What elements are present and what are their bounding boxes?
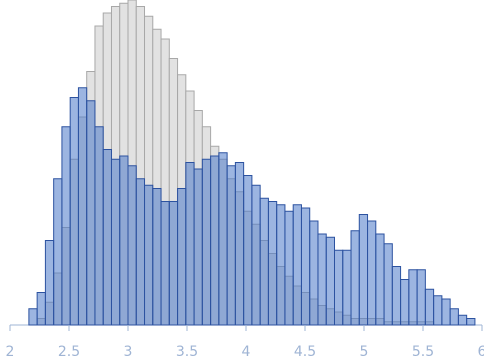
- histogram-bar: [61, 126, 71, 326]
- histogram-bar: [119, 155, 129, 326]
- histogram-bar: [350, 230, 360, 326]
- x-tick-label: 4: [242, 344, 251, 360]
- x-tick-label: 2: [6, 344, 15, 360]
- histogram-bar: [441, 298, 451, 326]
- histogram-bar: [251, 184, 261, 326]
- histogram-bar: [185, 162, 195, 326]
- histogram-bar: [375, 233, 385, 326]
- histogram-bar: [36, 292, 46, 326]
- histogram-bar: [152, 188, 162, 326]
- histogram-bar: [416, 269, 426, 326]
- histogram-bar: [342, 249, 352, 326]
- histogram-bar: [201, 158, 212, 326]
- histogram-bar: [44, 240, 55, 326]
- histogram-bar: [267, 201, 278, 326]
- x-tick-label: 5.5: [412, 344, 434, 360]
- x-tick-label: 6: [478, 344, 484, 360]
- histogram-bar: [160, 201, 170, 326]
- histogram-bar: [110, 158, 121, 326]
- histogram-bar: [400, 279, 410, 326]
- histogram-bar: [127, 165, 137, 326]
- histogram-bar: [210, 155, 220, 326]
- histogram-bar: [69, 97, 79, 326]
- histogram-bar: [177, 188, 187, 326]
- histogram-bar: [243, 175, 253, 326]
- histogram-bar: [226, 165, 236, 326]
- histogram-bar: [367, 220, 377, 326]
- histogram-bar: [300, 207, 311, 326]
- histogram-bar: [466, 318, 476, 326]
- histogram-bar: [86, 100, 96, 326]
- histogram-bar: [77, 87, 88, 326]
- histogram-bar: [309, 220, 319, 326]
- histogram-bar: [408, 269, 418, 326]
- histogram-bar: [53, 178, 63, 326]
- x-tick-label: 3.5: [176, 344, 198, 360]
- histogram-bar: [383, 243, 393, 326]
- histogram-bar: [433, 295, 443, 326]
- histogram-bar: [218, 152, 228, 326]
- histogram-bar: [317, 233, 327, 326]
- histogram-bar: [259, 197, 269, 326]
- histogram-bar: [234, 162, 245, 326]
- histogram-bar: [135, 178, 146, 326]
- histogram-bar: [457, 314, 468, 326]
- histogram-bar: [28, 308, 38, 326]
- histogram-bar: [358, 214, 369, 326]
- histogram-bar: [334, 249, 344, 326]
- x-tick-label: 5: [360, 344, 369, 360]
- x-tick-label: 2.5: [58, 344, 80, 360]
- histogram-bar: [424, 288, 435, 326]
- histogram-bar: [193, 168, 203, 326]
- histogram-bar: [102, 149, 112, 326]
- histogram-bar: [94, 126, 104, 326]
- histogram-bar: [391, 266, 402, 326]
- x-tick-label: 3: [124, 344, 133, 360]
- x-tick-label: 4.5: [294, 344, 316, 360]
- histogram-bar: [144, 184, 154, 326]
- histogram-bar: [292, 204, 302, 326]
- histogram-bar: [168, 201, 179, 326]
- histogram-bar: [325, 236, 335, 326]
- histogram-bar: [276, 204, 286, 326]
- histogram-bar: [284, 210, 294, 326]
- histogram-bar: [449, 308, 459, 326]
